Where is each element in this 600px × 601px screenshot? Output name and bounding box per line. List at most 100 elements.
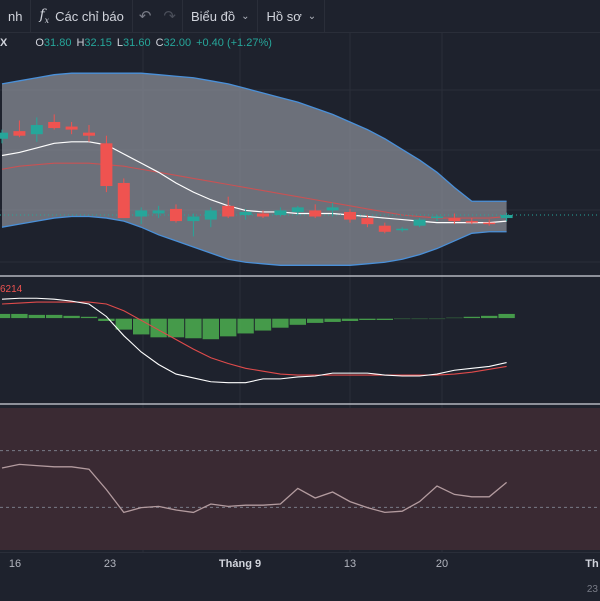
candle-body bbox=[257, 213, 269, 217]
top-toolbar: nh fx Các chỉ báo ↶ ↷ Biểu đồ ⌄ Hồ sơ ⌄ bbox=[0, 0, 600, 33]
candle-body bbox=[465, 221, 478, 223]
candle-body bbox=[413, 219, 426, 226]
toolbar-partial-button[interactable]: nh bbox=[0, 0, 30, 32]
symbol-fragment[interactable]: X bbox=[0, 37, 8, 49]
chart-menu-label: Biểu đồ bbox=[190, 8, 236, 24]
candle-body bbox=[0, 132, 8, 139]
candle-body bbox=[239, 211, 252, 215]
open-value: 31.80 bbox=[43, 37, 72, 49]
macd-histogram-bar bbox=[115, 318, 133, 331]
bollinger-lower-line bbox=[1, 215, 507, 266]
macd-histogram-bar bbox=[219, 318, 237, 337]
macd-histogram-bar bbox=[202, 318, 220, 340]
time-tick-label: Tháng 9 bbox=[218, 558, 262, 570]
candle-body bbox=[274, 210, 287, 215]
macd-histogram-bar bbox=[254, 318, 272, 332]
macd-value-fragment: 6214 bbox=[0, 284, 23, 295]
macd-histogram-bar bbox=[271, 318, 290, 329]
candle-body bbox=[83, 132, 95, 136]
low-value: 31.60 bbox=[123, 37, 151, 49]
toolbar-divider bbox=[181, 0, 183, 32]
candle-body bbox=[65, 126, 78, 130]
indicators-button[interactable]: fx Các chỉ báo bbox=[31, 0, 131, 32]
macd-histogram-bar bbox=[97, 318, 116, 322]
candle-body bbox=[48, 121, 61, 129]
bollinger-upper-line bbox=[1, 72, 507, 202]
candle-body bbox=[152, 210, 165, 214]
time-corner-fragment: 23 bbox=[586, 584, 598, 595]
macd-histogram-bar bbox=[462, 316, 481, 319]
macd-histogram-bar bbox=[0, 313, 11, 319]
toolbar-divider bbox=[257, 0, 259, 32]
high-label: H bbox=[76, 37, 85, 49]
macd-histogram-bar bbox=[445, 317, 464, 319]
macd-histogram-bar bbox=[358, 318, 377, 321]
ohlc-legend: X O 31.80 H 32.15 L 31.60 C 32.00 +0.40 … bbox=[0, 37, 277, 55]
macd-histogram-bar bbox=[341, 318, 359, 322]
candle-body bbox=[170, 208, 182, 222]
macd-pane bbox=[0, 297, 516, 384]
macd-histogram-bar bbox=[375, 318, 394, 321]
redo-icon[interactable]: ↷ bbox=[163, 8, 176, 25]
macd-histogram-bar bbox=[497, 313, 516, 319]
oscillator-background bbox=[0, 408, 600, 550]
macd-histogram-bar bbox=[480, 315, 499, 319]
candle-body bbox=[431, 216, 443, 219]
candle-body bbox=[309, 210, 322, 217]
chart-menu-button[interactable]: Biểu đồ ⌄ bbox=[183, 0, 257, 32]
high-value: 32.15 bbox=[84, 37, 112, 49]
macd-histogram-bar bbox=[288, 318, 307, 326]
candle-body bbox=[135, 210, 148, 217]
macd-histogram-bar bbox=[80, 316, 98, 319]
macd-histogram-bar bbox=[323, 318, 342, 323]
macd-histogram-bar bbox=[167, 318, 185, 338]
candle-body bbox=[483, 222, 496, 225]
macd-line bbox=[1, 297, 507, 384]
time-tick-label: 13 bbox=[343, 558, 357, 570]
undo-icon[interactable]: ↶ bbox=[138, 8, 152, 25]
indicators-label: Các chỉ báo bbox=[55, 8, 124, 24]
macd-signal-line bbox=[1, 301, 507, 376]
macd-histogram-bar bbox=[184, 318, 203, 339]
candle-body bbox=[204, 210, 217, 220]
open-label: O bbox=[35, 37, 44, 49]
time-tick-label: 20 bbox=[435, 558, 449, 570]
macd-histogram-bar bbox=[62, 315, 81, 319]
macd-histogram-bar bbox=[236, 318, 255, 335]
profile-menu-button[interactable]: Hồ sơ ⌄ bbox=[258, 0, 324, 32]
macd-histogram-bar bbox=[45, 314, 64, 319]
time-axis[interactable] bbox=[0, 552, 600, 601]
toolbar-divider bbox=[324, 0, 326, 32]
candle-body bbox=[344, 211, 356, 220]
candle-body bbox=[500, 215, 513, 219]
toolbar-divider bbox=[30, 0, 32, 32]
macd-histogram-bar bbox=[306, 318, 325, 324]
time-tick-label: 23 bbox=[103, 558, 117, 570]
macd-histogram-bar bbox=[27, 314, 46, 319]
macd-histogram-bar bbox=[149, 318, 168, 338]
candle-body bbox=[100, 143, 113, 187]
candle-body bbox=[222, 205, 235, 217]
candle-body bbox=[291, 207, 304, 212]
oscillator-pane bbox=[0, 408, 600, 550]
chevron-down-icon: ⌄ bbox=[241, 10, 250, 22]
time-tick-label: 16 bbox=[8, 558, 22, 570]
chevron-down-icon: ⌄ bbox=[307, 10, 317, 22]
candle-body bbox=[13, 131, 26, 136]
close-value: 32.00 bbox=[163, 37, 192, 49]
macd-histogram-bar bbox=[10, 313, 29, 319]
candle-body bbox=[187, 216, 200, 222]
sma-line bbox=[1, 162, 507, 219]
candle-body bbox=[361, 218, 374, 225]
candle-body bbox=[326, 207, 339, 211]
candle-body bbox=[448, 218, 461, 222]
macd-histogram-bar bbox=[428, 318, 446, 320]
macd-histogram-bar bbox=[393, 318, 412, 320]
candle-body bbox=[30, 125, 43, 135]
oscillator-line bbox=[1, 463, 508, 514]
price-pane bbox=[0, 72, 600, 266]
candle-body bbox=[396, 228, 409, 231]
profile-menu-label: Hồ sơ bbox=[266, 8, 302, 24]
macd-histogram-bar bbox=[410, 318, 429, 320]
